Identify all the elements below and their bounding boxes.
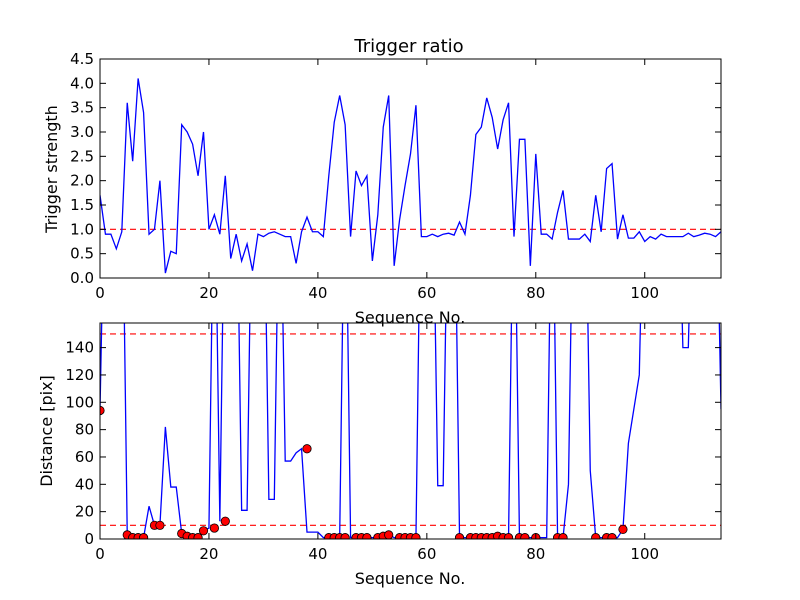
data-point: [220, 516, 230, 526]
series-line: [100, 78, 721, 274]
distance-chart: 0 20 40 60 80 100 0 20 40 60 80 100 120 140 Sequence …: [37, 322, 722, 588]
data-point: [503, 533, 514, 539]
x-tick-label: 100: [630, 545, 659, 563]
y-tick-label: 80: [75, 421, 94, 439]
data-point: [362, 533, 372, 539]
data-point: [411, 533, 421, 539]
plot-frame: [99, 58, 722, 279]
x-axis-label: Sequence No.: [355, 308, 466, 327]
data-point: [520, 533, 530, 539]
y-axis-label: Trigger strength: [42, 105, 61, 234]
y-tick-label: 60: [75, 448, 94, 466]
data-point: [209, 523, 219, 533]
data-point: [138, 533, 149, 539]
data-point: [193, 533, 203, 539]
x-tick-label: 0: [95, 284, 105, 302]
x-tick-label: 20: [199, 545, 218, 563]
y-tick-label: 20: [75, 503, 94, 521]
y-tick-label: 0.0: [70, 269, 94, 287]
x-axis-label: Sequence No.: [355, 569, 466, 588]
y-tick-label: 0.5: [70, 245, 94, 263]
x-tick-label: 60: [417, 545, 436, 563]
x-tick-label: 40: [308, 284, 327, 302]
data-point: [591, 533, 601, 539]
y-tick-label: 3.5: [70, 99, 94, 117]
x-tick-label: 40: [308, 545, 327, 563]
trigger-ratio-chart: Trigger ratio 0 20 40 60 80 100 0.0 0.5 1.0 1.5 2.…: [42, 36, 722, 327]
chart-title: Trigger ratio: [353, 36, 463, 57]
y-axis-label: Distance [pix]: [37, 375, 56, 487]
y-tick-label: 2.5: [70, 147, 94, 165]
y-tick-label: 40: [75, 475, 94, 493]
x-tick-label: 80: [526, 545, 545, 563]
y-tick-label: 2.0: [70, 172, 94, 190]
y-tick-label: 4.0: [70, 74, 94, 92]
y-tick-label: 120: [65, 366, 94, 384]
data-point: [384, 530, 394, 539]
x-tick-label: 60: [417, 284, 436, 302]
data-point: [607, 533, 617, 539]
data-point: [558, 533, 568, 539]
y-tick-label: 0: [84, 530, 94, 548]
y-tick-label: 1.0: [70, 220, 94, 238]
x-tick-label: 0: [95, 545, 105, 563]
y-tick-label: 4.5: [70, 50, 94, 68]
data-point: [454, 533, 465, 539]
data-point: [302, 444, 312, 454]
y-tick-label: 100: [65, 393, 94, 411]
x-tick-label: 20: [199, 284, 218, 302]
data-point: [155, 520, 165, 530]
x-tick-label: 80: [526, 284, 545, 302]
data-point: [618, 524, 628, 535]
plot-frame: [99, 322, 722, 540]
data-point: [340, 533, 350, 539]
x-tick-label: 100: [630, 284, 659, 302]
data-point: [198, 526, 209, 536]
y-tick-label: 1.5: [70, 196, 94, 214]
y-tick-label: 140: [65, 339, 94, 357]
y-tick-label: 3.0: [70, 123, 94, 141]
